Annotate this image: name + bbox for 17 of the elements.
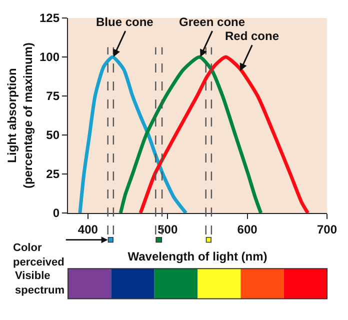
x-tick-label: 600 [237, 222, 258, 236]
line-series [138, 55, 310, 213]
annotation: Green cone [179, 15, 246, 29]
y-tick-label: 75 [46, 89, 60, 104]
text: Color perceived [13, 242, 64, 268]
y-tick-label: 100 [39, 50, 60, 64]
x-tick-label: 700 [316, 222, 338, 236]
text: Visible spectrum [15, 270, 65, 296]
y-tick-label: 25 [46, 167, 60, 182]
annotation: Blue cone [96, 15, 154, 29]
x-axis-title: Wavelength of light (nm) [128, 249, 268, 264]
annotation: Red cone [225, 29, 280, 43]
y-tick-label: 0 [52, 206, 60, 220]
x-tick-label: 400 [78, 222, 98, 236]
y-axis-title: Light absorption (percentage of maximum) [5, 42, 35, 189]
y-tick-label: 50 [46, 128, 60, 142]
y-tick-label: 125 [39, 11, 60, 26]
